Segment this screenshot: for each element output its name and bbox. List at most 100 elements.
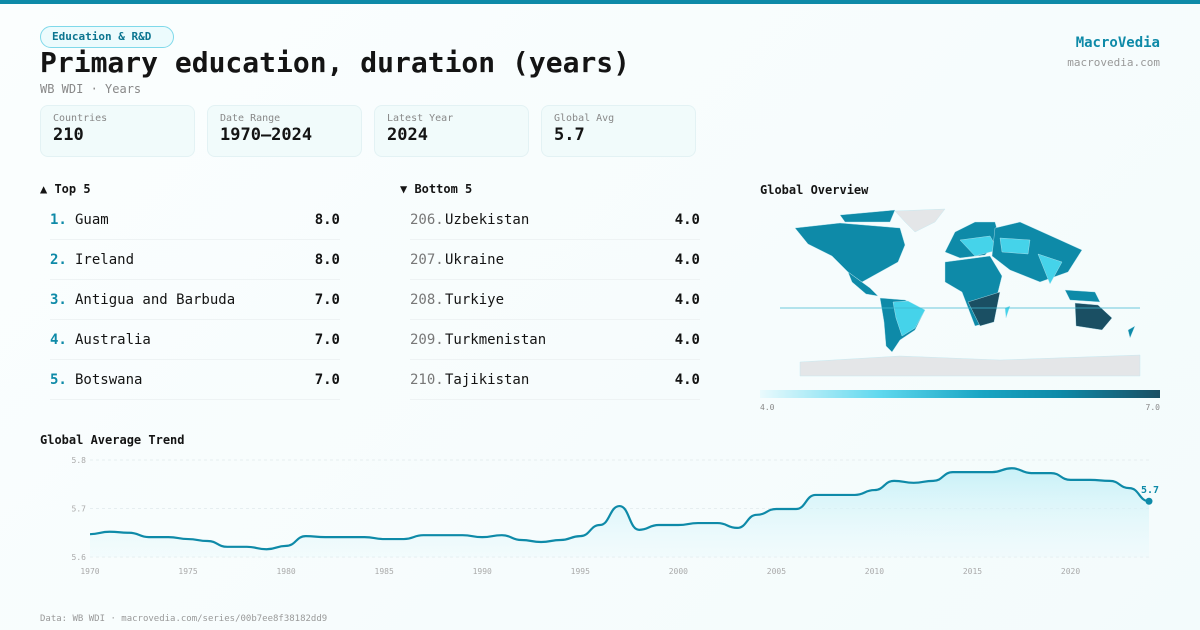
country-value: 4.0 [674,291,700,308]
trend-area [90,468,1149,557]
southern-africa [967,291,1001,327]
x-tick-label: 1985 [375,567,394,576]
x-tick-label: 1970 [80,567,99,576]
map-legend-bar [760,390,1160,398]
list-item[interactable]: 208. Turkiye 4.0 [410,280,700,320]
stat-value: 210 [53,125,84,145]
stat-label: Date Range [220,113,281,124]
country-value: 4.0 [674,331,700,348]
y-tick-label: 5.8 [72,456,87,465]
x-tick-label: 2010 [865,567,884,576]
north-america [794,222,906,283]
country-value: 4.0 [674,251,700,268]
list-item[interactable]: 2. Ireland 8.0 [50,240,340,280]
stat-value: 1970–2024 [220,125,313,145]
country-name: Ireland [75,251,135,268]
rank: 206. [410,211,444,228]
list-item[interactable]: 3. Antigua and Barbuda 7.0 [50,280,340,320]
x-tick-label: 1995 [571,567,590,576]
rank: 208. [410,291,444,308]
top5-list: 1. Guam 8.0 2. Ireland 8.0 3. Antigua and Barbu… [50,200,340,400]
list-item[interactable]: 5. Botswana 7.0 [50,360,340,400]
page-subtitle: WB WDI · Years [40,82,142,96]
stat-card-latest-year: Latest Year 2024 [374,105,529,157]
central-asia [999,237,1031,255]
madagascar [1004,305,1011,319]
list-item[interactable]: 4. Australia 7.0 [50,320,340,360]
stat-label: Countries [53,113,108,124]
map-title: Global Overview [760,183,869,197]
country-name: Uzbekistan [445,211,530,228]
x-tick-label: 2005 [767,567,786,576]
country-value: 7.0 [314,331,340,348]
stat-card-date-range: Date Range 1970–2024 [207,105,362,157]
bottom5-list: 206. Uzbekistan 4.0 207. Ukraine 4.0 208. Turki… [410,200,700,400]
rank: 3. [50,291,67,308]
last-point[interactable] [1145,497,1153,505]
x-tick-label: 1990 [473,567,492,576]
x-tick-label: 2020 [1061,567,1080,576]
footer-source: Data: WB WDI · macrovedia.com/series/00b… [40,614,328,624]
arctic-islands [839,209,896,223]
country-value: 7.0 [314,371,340,388]
list-item[interactable]: 207. Ukraine 4.0 [410,240,700,280]
y-tick-label: 5.6 [72,553,87,562]
trend-chart: 5.8 5.7 5.6 1970 1975 1980 1985 1990 1995 2000 200… [72,456,1159,576]
x-tick-label: 2000 [669,567,688,576]
list-item[interactable]: 1. Guam 8.0 [50,200,340,240]
rank: 4. [50,331,67,348]
category-badge[interactable]: Education & R&D [40,26,175,48]
country-name: Turkiye [445,291,505,308]
country-value: 4.0 [674,371,700,388]
country-name: Botswana [75,371,143,388]
page-title: Primary education, duration (years) [40,46,631,79]
stat-value: 5.7 [554,125,585,145]
brazil [892,300,926,337]
legend-max: 7.0 [1145,403,1160,412]
australia [1074,302,1113,331]
stat-label: Global Avg [554,113,615,124]
brand-url[interactable]: macrovedia.com [1067,56,1160,69]
stat-card-global-avg: Global Avg 5.7 [541,105,696,157]
list-item[interactable]: 206. Uzbekistan 4.0 [410,200,700,240]
rank: 209. [410,331,444,348]
country-name: Turkmenistan [445,331,547,348]
country-name: Ukraine [445,251,505,268]
list-item[interactable]: 210. Tajikistan 4.0 [410,360,700,400]
greenland [894,208,946,233]
bottom5-title: ▼ Bottom 5 [400,182,473,196]
rank: 2. [50,251,67,268]
list-item[interactable]: 209. Turkmenistan 4.0 [410,320,700,360]
y-tick-label: 5.7 [72,505,87,514]
trend-line [89,467,1150,551]
country-name: Guam [75,211,109,228]
rank: 5. [50,371,67,388]
country-value: 7.0 [314,291,340,308]
antarctica [799,354,1141,377]
x-tick-label: 1980 [276,567,295,576]
last-value-label: 5.7 [1141,485,1159,496]
stat-value: 2024 [387,125,428,145]
country-value: 4.0 [674,211,700,228]
new-zealand [1127,325,1136,339]
india [1037,253,1063,285]
legend-min: 4.0 [760,403,775,412]
chart-title: Global Average Trend [40,433,185,447]
country-name: Australia [75,331,151,348]
rank: 207. [410,251,444,268]
country-name: Tajikistan [445,371,530,388]
world-map[interactable] [760,200,1160,385]
stat-card-countries: Countries 210 [40,105,195,157]
top-accent-bar [0,0,1200,4]
country-value: 8.0 [314,251,340,268]
country-name: Antigua and Barbuda [75,291,236,308]
rank: 1. [50,211,67,228]
rank: 210. [410,371,444,388]
central-america [847,271,879,297]
x-tick-label: 1975 [178,567,197,576]
country-value: 8.0 [314,211,340,228]
brand-logo[interactable]: MacroVedia [1075,35,1160,51]
x-tick-label: 2015 [963,567,982,576]
se-asia-islands [1064,289,1101,303]
stat-label: Latest Year [387,113,454,124]
